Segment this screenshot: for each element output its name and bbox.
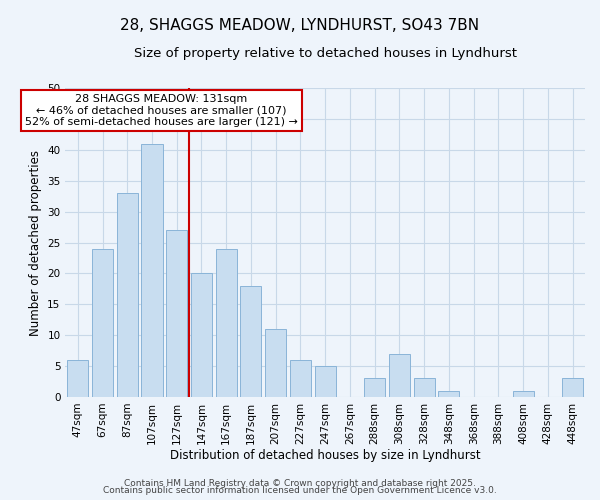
Bar [389, 354, 410, 397]
Bar [364, 378, 385, 397]
Text: Contains HM Land Registry data © Crown copyright and database right 2025.: Contains HM Land Registry data © Crown c… [124, 478, 476, 488]
Y-axis label: Number of detached properties: Number of detached properties [29, 150, 42, 336]
Bar [166, 230, 187, 397]
Text: 28 SHAGGS MEADOW: 131sqm
← 46% of detached houses are smaller (107)
52% of semi-: 28 SHAGGS MEADOW: 131sqm ← 46% of detach… [25, 94, 298, 128]
Bar [92, 248, 113, 397]
Text: Contains public sector information licensed under the Open Government Licence v3: Contains public sector information licen… [103, 486, 497, 495]
Bar [512, 391, 533, 397]
Bar [562, 378, 583, 397]
Bar [290, 360, 311, 397]
Bar [191, 274, 212, 397]
Bar [265, 329, 286, 397]
Text: 28, SHAGGS MEADOW, LYNDHURST, SO43 7BN: 28, SHAGGS MEADOW, LYNDHURST, SO43 7BN [121, 18, 479, 32]
Title: Size of property relative to detached houses in Lyndhurst: Size of property relative to detached ho… [134, 48, 517, 60]
Bar [117, 193, 138, 397]
Bar [314, 366, 336, 397]
Bar [413, 378, 434, 397]
Bar [216, 248, 237, 397]
Bar [67, 360, 88, 397]
Bar [241, 286, 262, 397]
Bar [439, 391, 460, 397]
Bar [142, 144, 163, 397]
X-axis label: Distribution of detached houses by size in Lyndhurst: Distribution of detached houses by size … [170, 450, 481, 462]
